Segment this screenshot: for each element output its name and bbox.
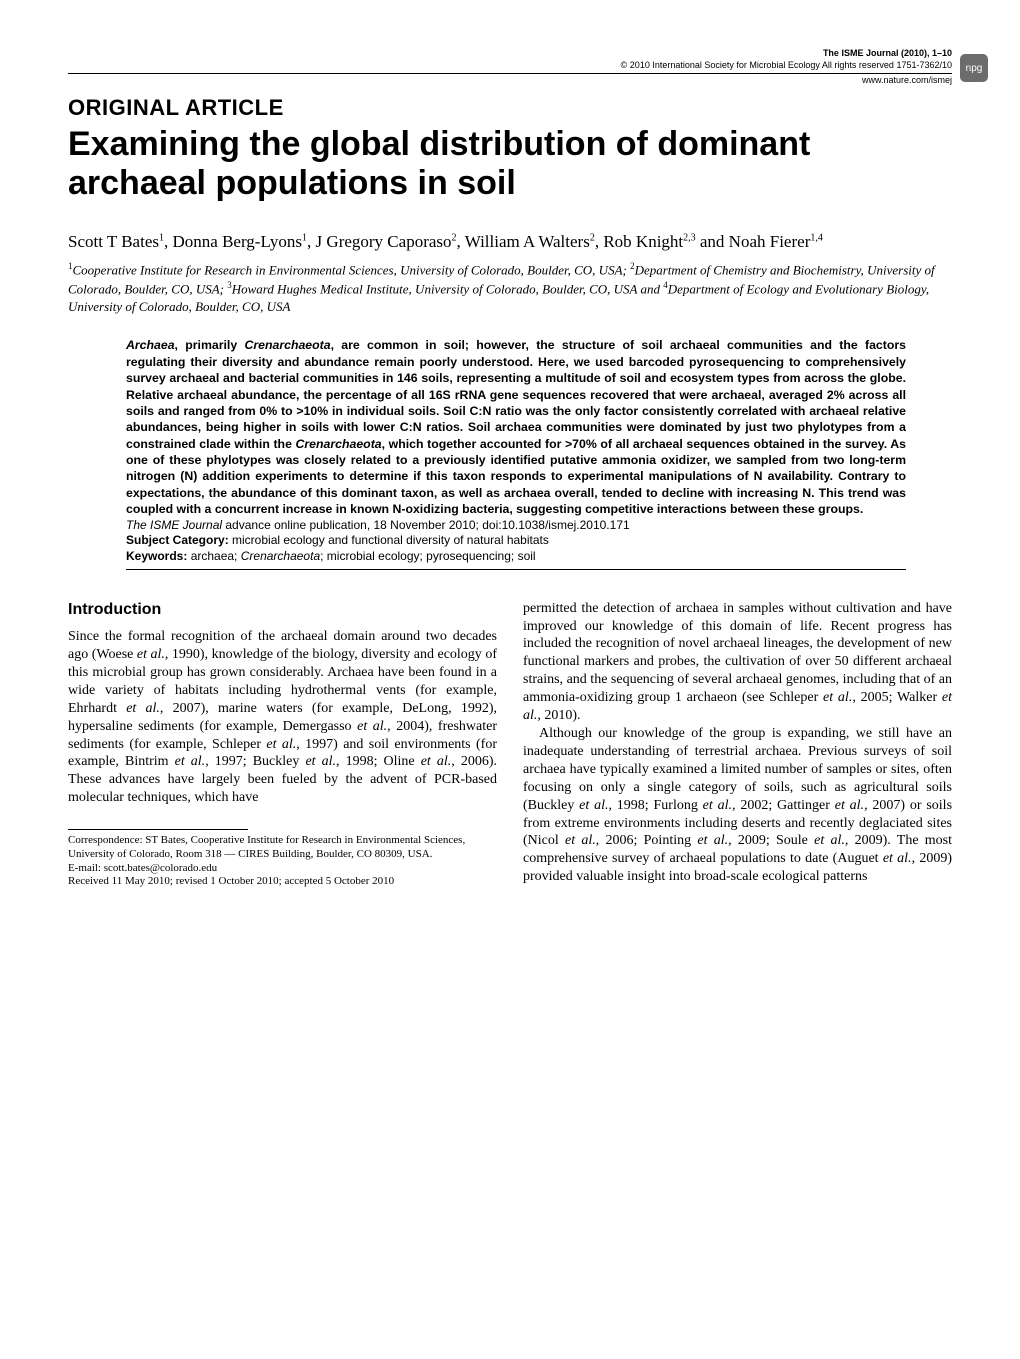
abstract-text: Archaea, primarily Crenarchaeota, are co…	[126, 337, 906, 517]
header-rule-thin	[68, 73, 952, 74]
keywords: Keywords: archaea; Crenarchaeota; microb…	[126, 548, 906, 564]
right-column: permitted the detection of archaea in sa…	[523, 600, 952, 890]
abstract-rule	[126, 569, 906, 570]
footnote-rule	[68, 829, 248, 830]
abstract-citation: The ISME Journal advance online publicat…	[126, 518, 906, 532]
journal-info: The ISME Journal (2010), 1–10 © 2010 Int…	[68, 48, 952, 87]
intro-left-p1: Since the formal recognition of the arch…	[68, 628, 497, 807]
affiliations: 1Cooperative Institute for Research in E…	[68, 260, 952, 315]
correspondence: Correspondence: ST Bates, Cooperative In…	[68, 834, 497, 862]
footnotes: Correspondence: ST Bates, Cooperative In…	[68, 834, 497, 889]
journal-url: www.nature.com/ismej	[68, 75, 952, 87]
journal-title-line: The ISME Journal (2010), 1–10	[68, 48, 952, 60]
intro-right-p2: Although our knowledge of the group is e…	[523, 725, 952, 886]
authors: Scott T Bates1, Donna Berg-Lyons1, J Gre…	[68, 231, 952, 254]
subject-text: microbial ecology and functional diversi…	[229, 533, 549, 547]
body-columns: Introduction Since the formal recognitio…	[68, 600, 952, 890]
received-dates: Received 11 May 2010; revised 1 October …	[68, 875, 497, 889]
journal-header: The ISME Journal (2010), 1–10 © 2010 Int…	[68, 48, 952, 87]
journal-copyright-line: © 2010 International Society for Microbi…	[68, 60, 952, 72]
npg-badge-icon: npg	[960, 54, 988, 82]
abstract-block: Archaea, primarily Crenarchaeota, are co…	[126, 337, 906, 564]
citation-rest: advance online publication, 18 November …	[222, 518, 630, 532]
keywords-label: Keywords:	[126, 549, 187, 563]
left-column: Introduction Since the formal recognitio…	[68, 600, 497, 890]
correspondence-email: E-mail: scott.bates@colorado.edu	[68, 862, 497, 876]
introduction-heading: Introduction	[68, 600, 497, 620]
article-title: Examining the global distribution of dom…	[68, 125, 952, 203]
keywords-text: archaea; Crenarchaeota; microbial ecolog…	[187, 549, 535, 563]
citation-journal: The ISME Journal	[126, 518, 222, 532]
article-type: ORIGINAL ARTICLE	[68, 95, 952, 121]
subject-category: Subject Category: microbial ecology and …	[126, 532, 906, 548]
intro-right-p1: permitted the detection of archaea in sa…	[523, 600, 952, 725]
subject-label: Subject Category:	[126, 533, 229, 547]
